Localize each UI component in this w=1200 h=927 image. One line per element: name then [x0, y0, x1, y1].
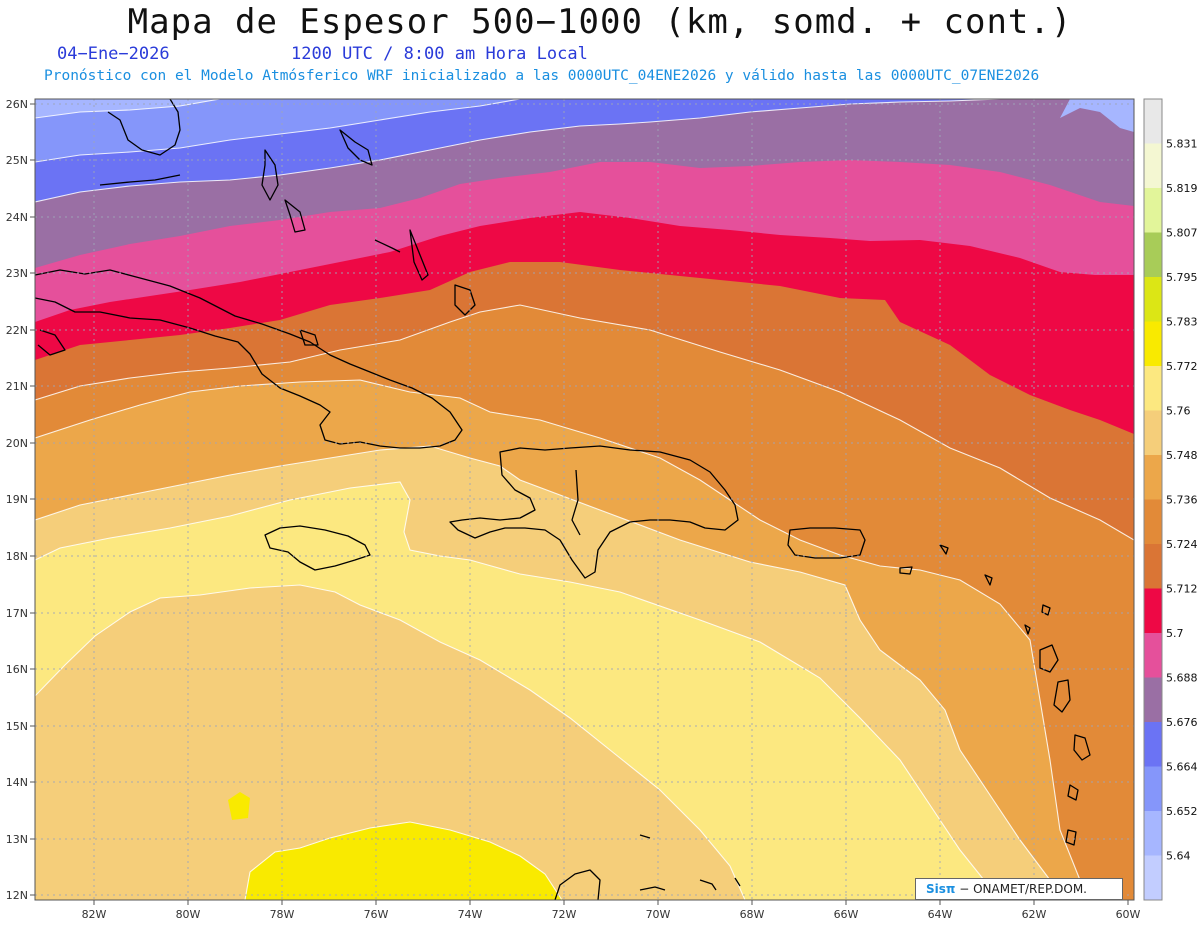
lat-label: 21N: [6, 380, 28, 393]
colorbar-label: 5.831: [1166, 138, 1198, 151]
lat-label: 22N: [6, 324, 28, 337]
colorbar-frame: [1143, 98, 1163, 901]
puerto-rico-outline: [787, 527, 866, 559]
lat-label: 16N: [6, 663, 28, 676]
lat-label: 19N: [6, 493, 28, 506]
valid-date: 04−Ene−2026: [57, 44, 170, 64]
hispaniola-outline: [449, 445, 739, 579]
credit-box: Sisπ − ONAMET/REP.DOM.: [915, 878, 1123, 900]
colorbar-label: 5.783: [1166, 316, 1198, 329]
colorbar-swatch: [1144, 588, 1162, 634]
colorbar: 5.831 5.819 5.807 5.795 5.783 5.772 5.76 5.748 5…: [1143, 98, 1198, 901]
colorbar-swatch: [1144, 855, 1162, 901]
colorbar-swatch: [1144, 410, 1162, 456]
coastlines: [35, 99, 1091, 900]
credit-text: − ONAMET/REP.DOM.: [959, 882, 1087, 896]
colorbar-label: 5.772: [1166, 360, 1198, 373]
colorbar-swatch: [1144, 499, 1162, 545]
lat-label: 14N: [6, 776, 28, 789]
lon-label: 72W: [552, 908, 577, 921]
colorbar-label: 5.64: [1166, 850, 1191, 863]
lon-axis: 82W 80W 78W 76W 74W 72W 70W 68W 66W 64W …: [82, 900, 1141, 921]
valid-time: 1200 UTC / 8:00 am Hora Local: [291, 44, 588, 64]
colorbar-swatch: [1144, 766, 1162, 812]
lon-label: 70W: [646, 908, 671, 921]
lat-label: 20N: [6, 437, 28, 450]
lon-label: 78W: [270, 908, 295, 921]
lon-label: 60W: [1116, 908, 1141, 921]
south-america-coast: [554, 869, 601, 900]
thickness-fill: [35, 99, 1134, 900]
colorbar-swatch: [1144, 677, 1162, 723]
florida-outline: [107, 99, 181, 156]
colorbar-swatch: [1144, 232, 1162, 278]
colorbar-swatch: [1144, 366, 1162, 411]
sispi-logo: Sisπ: [926, 882, 956, 896]
band-5652: [35, 99, 520, 162]
lat-label: 23N: [6, 267, 28, 280]
colorbar-label: 5.724: [1166, 538, 1198, 551]
colorbar-label: 5.807: [1166, 227, 1198, 240]
colorbar-swatch: [1144, 143, 1162, 189]
colorbar-label: 5.76: [1166, 405, 1191, 418]
colorbar-swatch: [1144, 811, 1162, 856]
lat-label: 13N: [6, 833, 28, 846]
colorbar-swatch: [1144, 188, 1162, 233]
contour-lines: [35, 99, 1134, 900]
lon-label: 66W: [834, 908, 859, 921]
lon-label: 62W: [1022, 908, 1047, 921]
colorbar-label: 5.664: [1166, 761, 1198, 774]
colorbar-swatch: [1144, 321, 1162, 367]
colorbar-swatch: [1144, 633, 1162, 678]
forecast-info: Pronóstico con el Modelo Atmósferico WRF…: [44, 68, 1040, 84]
bahamas-outline: [261, 149, 279, 201]
colorbar-swatch: [1144, 722, 1162, 767]
colorbar-swatch: [1144, 455, 1162, 500]
cuba-outline: [35, 269, 463, 449]
colorbar-label: 5.795: [1166, 271, 1198, 284]
colorbar-label: 5.688: [1166, 672, 1198, 685]
lat-label: 25N: [6, 154, 28, 167]
lon-label: 68W: [740, 908, 765, 921]
colorbar-label: 5.7: [1166, 627, 1184, 640]
lat-label: 24N: [6, 211, 28, 224]
lat-label: 15N: [6, 720, 28, 733]
lon-label: 64W: [928, 908, 953, 921]
colorbar-swatch: [1144, 544, 1162, 589]
band-5772: [228, 792, 562, 900]
jamaica-outline: [264, 525, 371, 571]
lon-label: 74W: [458, 908, 483, 921]
lon-label: 82W: [82, 908, 107, 921]
colorbar-label: 5.712: [1166, 583, 1198, 596]
lat-label: 12N: [6, 889, 28, 902]
graticule: [35, 99, 1134, 900]
colorbar-label: 5.652: [1166, 805, 1198, 818]
lon-label: 80W: [176, 908, 201, 921]
lat-label: 26N: [6, 98, 28, 111]
colorbar-label: 5.676: [1166, 716, 1198, 729]
lat-axis: 26N 25N 24N 23N 22N 21N 20N 19N 18N 17N …: [6, 98, 35, 902]
colorbar-swatch: [1144, 277, 1162, 322]
lon-label: 76W: [364, 908, 389, 921]
colorbar-swatch: [1144, 99, 1162, 144]
lat-label: 17N: [6, 607, 28, 620]
colorbar-label: 5.748: [1166, 449, 1198, 462]
lat-label: 18N: [6, 550, 28, 563]
colorbar-label: 5.736: [1166, 494, 1198, 507]
colorbar-label: 5.819: [1166, 182, 1198, 195]
band-5640: [35, 99, 1134, 132]
map-title: Mapa de Espesor 500−1000 (km, somd. + co…: [127, 2, 1073, 42]
